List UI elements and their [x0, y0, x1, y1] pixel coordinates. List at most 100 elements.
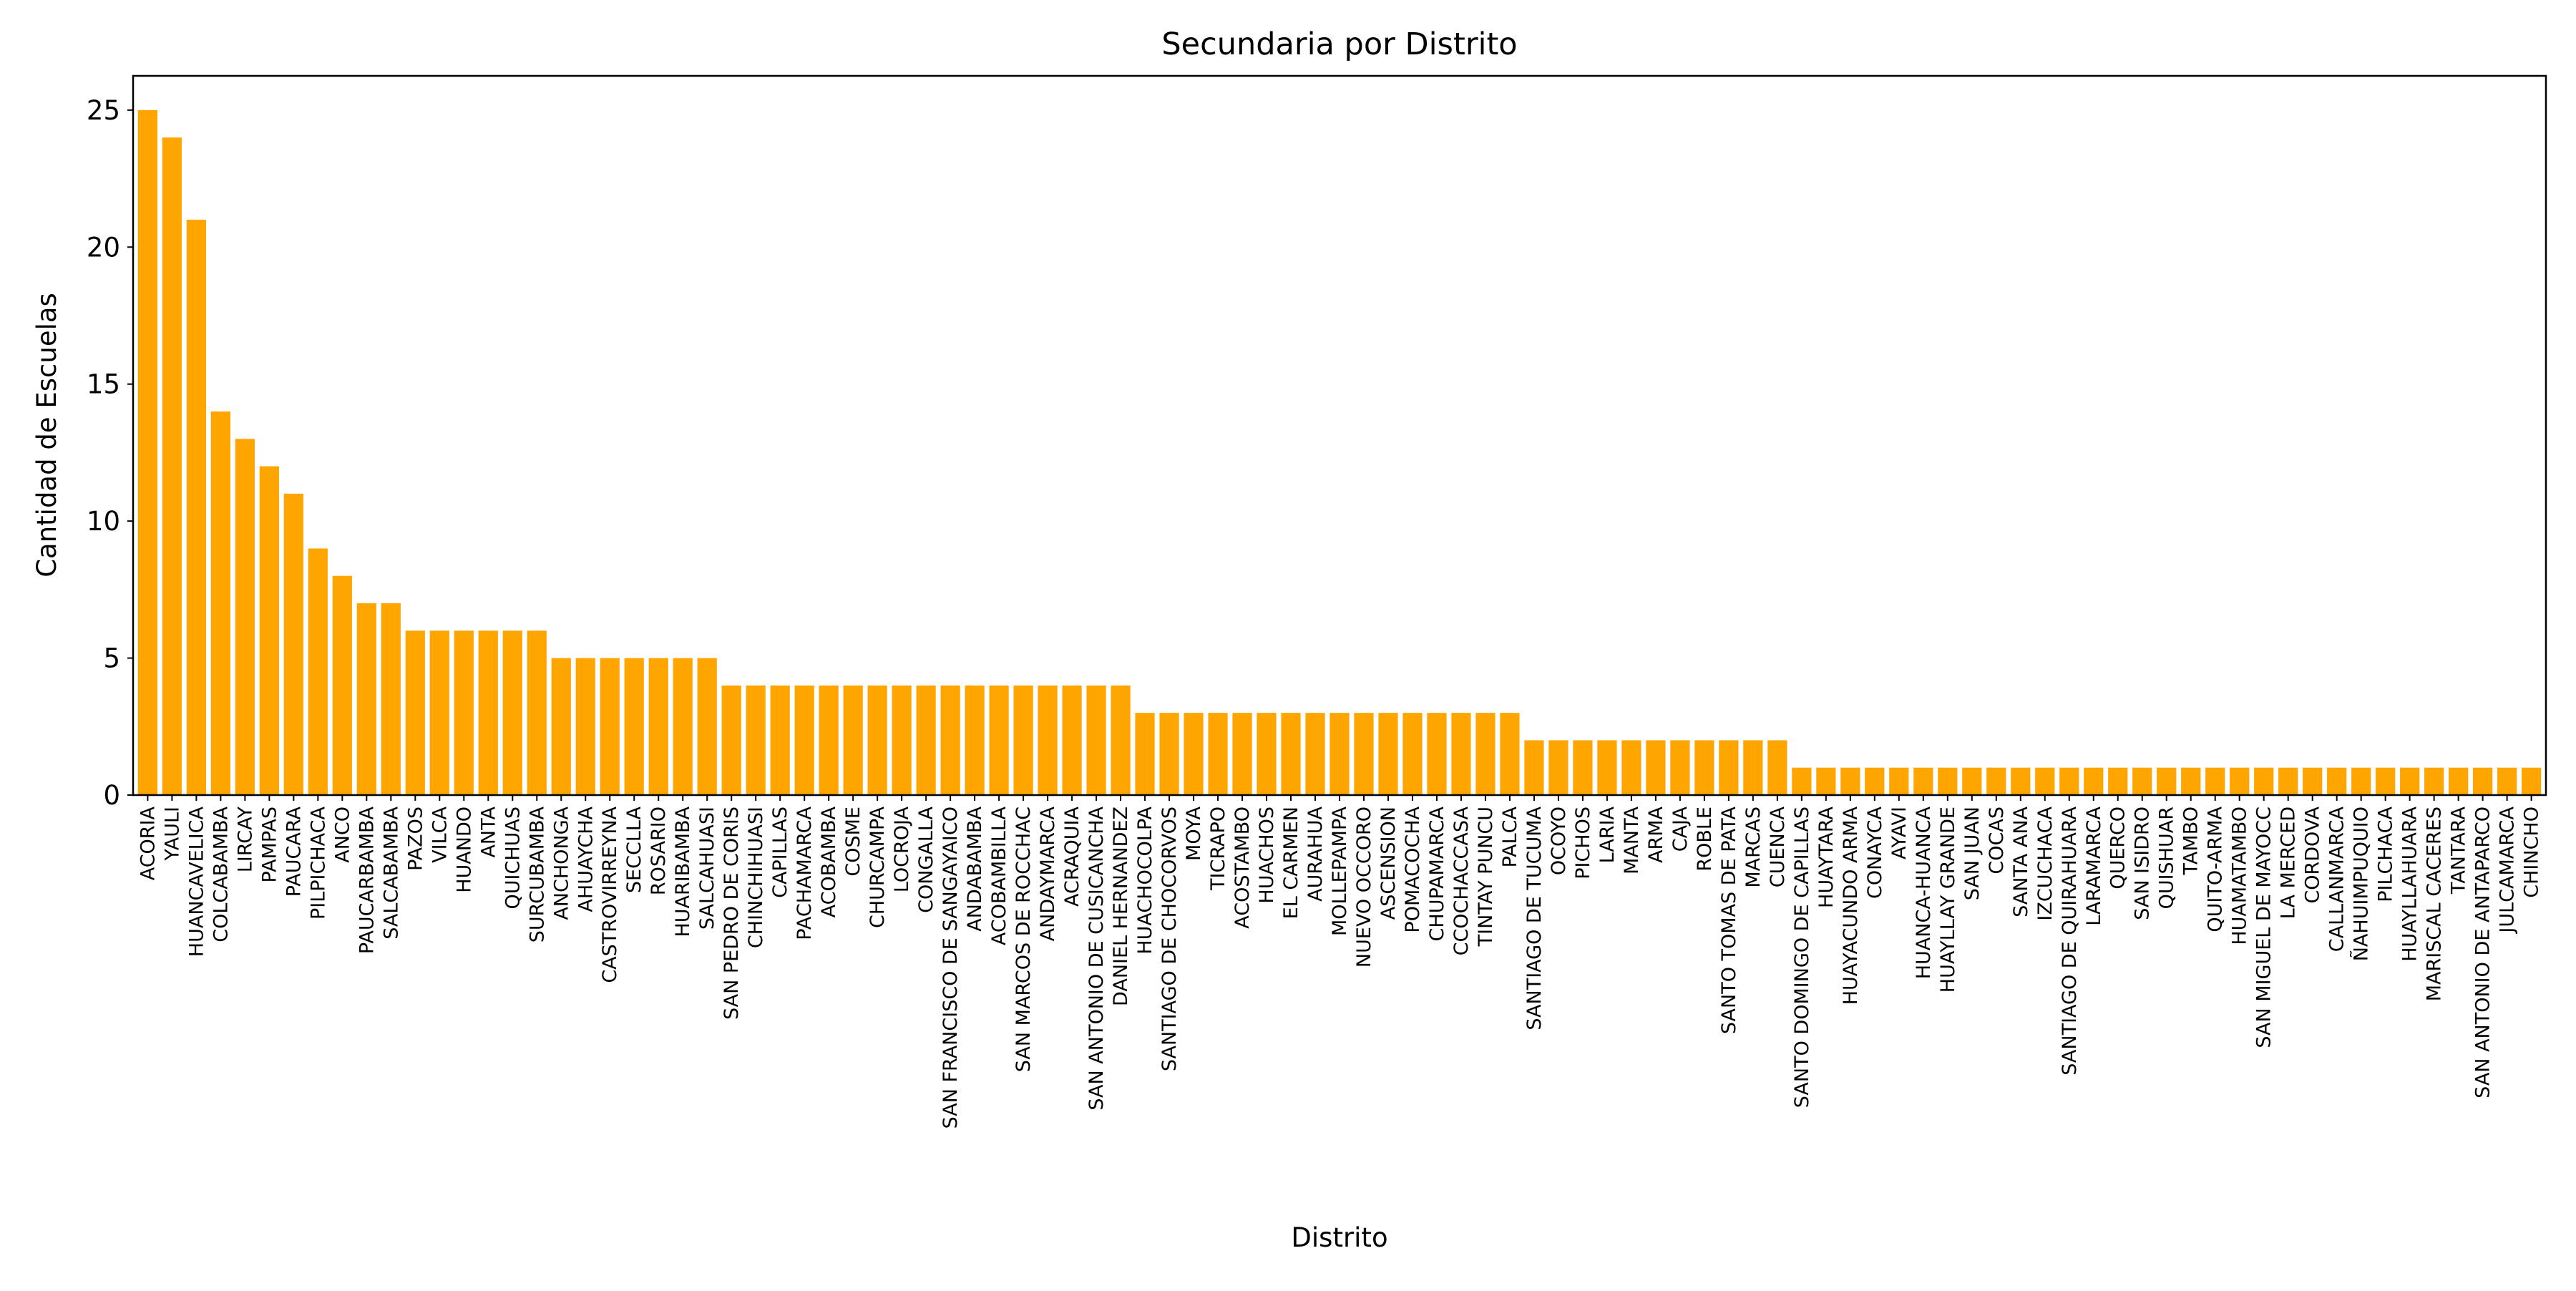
- x-tick-label: DANIEL HERNANDEZ: [1110, 807, 1132, 1006]
- x-tick-label: ANDAYMARCA: [1037, 806, 1059, 941]
- bar: [210, 411, 230, 795]
- bar: [2157, 767, 2177, 795]
- x-tick-label: HUAYACUNDO ARMA: [1840, 806, 1862, 1005]
- x-tick-label: QUICHUAS: [502, 807, 524, 910]
- x-tick-label: CHURCAMPA: [867, 806, 889, 928]
- bar: [186, 220, 206, 795]
- x-tick-label: ANDABAMBA: [964, 806, 986, 931]
- x-tick-label: PAUCARBAMBA: [356, 806, 378, 954]
- bar: [1305, 713, 1325, 795]
- x-tick-label: AYAVI: [1888, 807, 1911, 859]
- x-tick-label: LA MERCED: [2278, 807, 2300, 919]
- bar: [1281, 713, 1301, 795]
- x-tick-label: COCAS: [1986, 807, 2008, 875]
- x-tick-label: ÑAHUIMPUQUIO: [2350, 807, 2373, 961]
- x-tick-label: CALLANMARCA: [2326, 806, 2348, 952]
- bar: [916, 685, 936, 795]
- bar: [1451, 713, 1471, 795]
- bar: [2181, 767, 2201, 795]
- bar: [137, 109, 157, 795]
- bar: [1135, 713, 1155, 795]
- bar: [2400, 767, 2420, 795]
- bar: [2424, 767, 2444, 795]
- bar: [673, 658, 693, 795]
- x-tick-label: NUEVO OCCORO: [1353, 807, 1375, 968]
- bar: [1548, 740, 1568, 795]
- plot-frame: [132, 74, 2547, 796]
- bar: [1184, 713, 1204, 795]
- chart-title: Secundaria por Distrito: [1161, 26, 1517, 62]
- bar: [454, 630, 474, 795]
- x-tick-label: CHINCHIHUASI: [745, 807, 767, 948]
- x-tick-label: SAN PEDRO DE CORIS: [721, 807, 743, 1020]
- bar: [1500, 713, 1520, 795]
- x-tick-label: COLCABAMBA: [210, 806, 232, 942]
- x-tick-label: HUAYLLAHUARA: [2399, 806, 2421, 961]
- x-tick-label: SALCAHUASI: [696, 807, 718, 930]
- x-tick-label: SAN FRANCISCO DE SANGAYAICO: [940, 807, 962, 1129]
- x-tick-label: MANTA: [1621, 806, 1643, 874]
- x-tick-label: VILCA: [429, 806, 451, 862]
- bars-group: [137, 109, 2542, 796]
- x-tick-label: PILCHACA: [2375, 806, 2397, 902]
- bar: [405, 630, 425, 795]
- x-tick-label: AURAHUA: [1304, 806, 1327, 901]
- x-tick-label: LOCROJA: [891, 806, 913, 892]
- bar: [1111, 685, 1131, 795]
- y-tick-label: 5: [103, 643, 120, 674]
- bar: [1621, 740, 1641, 795]
- x-tick-label: PICHOS: [1572, 807, 1594, 880]
- bar: [1694, 740, 1714, 795]
- bar: [794, 685, 814, 795]
- x-tick-label: MOLLEPAMPA: [1329, 806, 1351, 936]
- x-tick-label: MARCAS: [1742, 807, 1765, 888]
- x-tick-label: HUACHOS: [1256, 807, 1278, 904]
- bar: [1427, 713, 1447, 795]
- bar: [819, 685, 839, 795]
- bar: [381, 603, 401, 795]
- bar: [1962, 767, 1982, 795]
- bar: [2108, 767, 2128, 795]
- x-tick-label: CHUPAMARCA: [1426, 806, 1448, 941]
- x-tick-label: SECCLLA: [623, 806, 645, 893]
- y-tick-label: 20: [87, 232, 120, 263]
- bar: [2254, 767, 2274, 795]
- x-tick-label: SANTA ANA: [2010, 806, 2032, 917]
- bar: [1889, 767, 1909, 795]
- x-tick-label: PACHAMARCA: [794, 806, 816, 940]
- bar: [770, 685, 790, 795]
- x-tick-label: EL CARMEN: [1280, 807, 1302, 919]
- bar: [1232, 713, 1252, 795]
- x-tick-label: PAUCARA: [283, 806, 305, 897]
- x-tick-label: HUANDO: [453, 807, 475, 893]
- bar: [1986, 767, 2006, 795]
- bar: [1159, 713, 1179, 795]
- bar: [332, 575, 352, 795]
- x-tick-label: SAN ANTONIO DE ANTAPARCO: [2472, 807, 2494, 1098]
- bar: [600, 658, 620, 795]
- bar: [1013, 685, 1033, 795]
- x-tick-label: SALCABAMBA: [380, 806, 402, 939]
- bar: [1865, 767, 1885, 795]
- bar: [1257, 713, 1277, 795]
- bar: [2011, 767, 2031, 795]
- y-tick-label: 25: [87, 95, 120, 126]
- bar: [1938, 767, 1958, 795]
- bar: [1719, 740, 1739, 795]
- bar: [2473, 767, 2493, 795]
- x-axis-label: Distrito: [1291, 1222, 1387, 1253]
- x-tick-label: LARAMARCA: [2083, 806, 2105, 925]
- x-tick-label: SAN MIGUEL DE MAYOCC: [2253, 807, 2275, 1048]
- x-tick-label: SANTIAGO DE QUIRAHUARA: [2059, 806, 2081, 1075]
- bar: [1402, 713, 1423, 795]
- bar: [867, 685, 887, 795]
- bar: [2497, 767, 2517, 795]
- bar: [2522, 767, 2542, 795]
- x-tick-label: HUAYTARA: [1815, 806, 1838, 907]
- bar: [1086, 685, 1106, 795]
- x-tick-label: IZCUCHACA: [2034, 806, 2057, 920]
- bar: [648, 658, 668, 795]
- x-tick-label: ACOSTAMBO: [1231, 807, 1254, 929]
- x-tick-label: POMACOCHA: [1402, 806, 1424, 932]
